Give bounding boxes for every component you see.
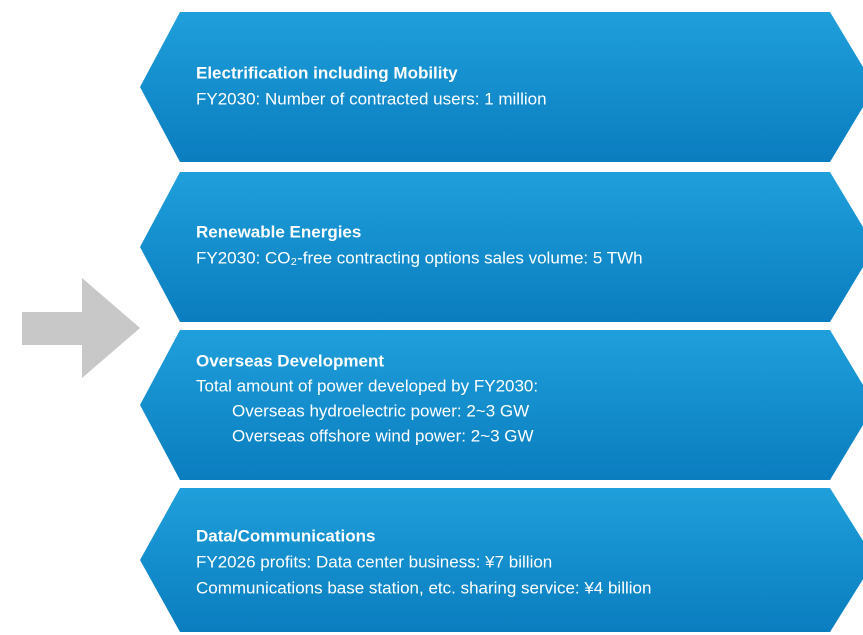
- block-line: FY2030: CO₂-free contracting options sal…: [196, 248, 643, 267]
- block-shape: [140, 330, 863, 480]
- block-shape: [140, 172, 863, 322]
- arrow: [22, 278, 140, 378]
- block-title: Renewable Energies: [196, 222, 361, 241]
- block-line: Overseas hydroelectric power: 2~3 GW: [232, 401, 529, 420]
- block-line: FY2030: Number of contracted users: 1 mi…: [196, 89, 547, 108]
- block-title: Overseas Development: [196, 351, 384, 370]
- block-line: Overseas offshore wind power: 2~3 GW: [232, 426, 534, 445]
- block-title: Data/Communications: [196, 526, 375, 545]
- block-shape: [140, 12, 863, 162]
- block-line: Communications base station, etc. sharin…: [196, 578, 651, 597]
- block-line: Total amount of power developed by FY203…: [196, 376, 538, 395]
- block-shape: [140, 488, 863, 632]
- block-title: Electrification including Mobility: [196, 63, 458, 82]
- block-line: FY2026 profits: Data center business: ¥7…: [196, 552, 552, 571]
